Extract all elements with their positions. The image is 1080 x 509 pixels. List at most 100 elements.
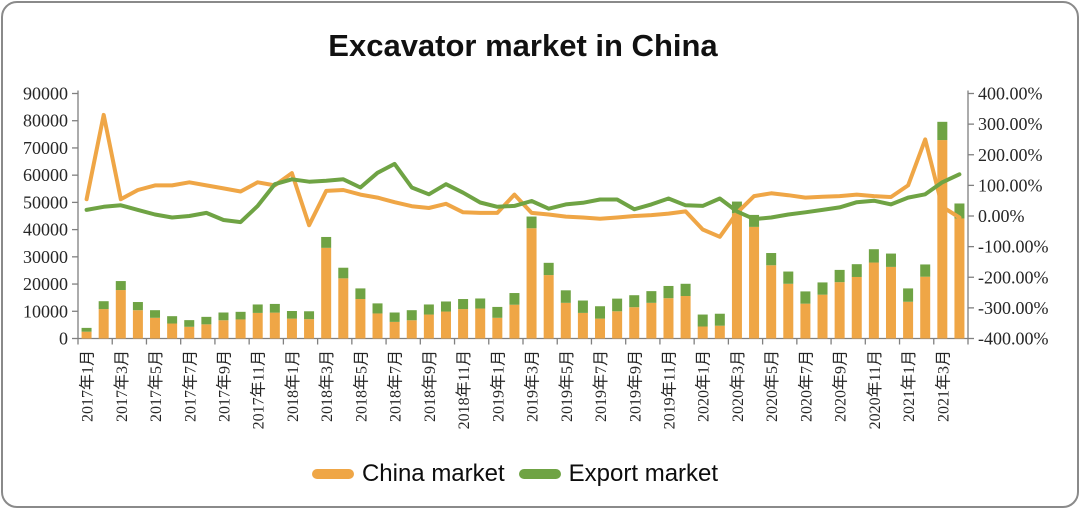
- bar-china-2020年12月: [885, 266, 896, 339]
- bar-china-2017年1月: [81, 331, 92, 339]
- y-right-tick-label: -200.00%: [978, 267, 1049, 287]
- export-market-swatch-icon: [518, 469, 561, 479]
- y-left-tick-label: 60000: [23, 165, 68, 185]
- bar-china-2021年1月: [903, 301, 914, 339]
- x-category-label: 2020年9月: [832, 350, 850, 422]
- bar-china-2018年5月: [355, 299, 366, 339]
- legend-label-export: Export market: [568, 460, 719, 487]
- bar-export-2020年3月: [731, 201, 742, 214]
- bar-china-2020年5月: [766, 265, 777, 339]
- bar-export-2018年3月: [321, 236, 332, 248]
- bar-china-2017年7月: [184, 326, 195, 339]
- bar-china-2020年11月: [868, 262, 879, 339]
- bar-export-2018年10月: [440, 301, 451, 312]
- y-left-tick-label: 10000: [23, 301, 68, 321]
- chart-legend: China market Export market: [0, 460, 1030, 488]
- y-left-tick-label: 80000: [23, 111, 68, 131]
- bar-china-2017年8月: [201, 324, 212, 339]
- bar-china-2021年4月: [954, 218, 965, 339]
- bar-export-2017年12月: [269, 303, 280, 313]
- bar-china-2018年8月: [406, 320, 417, 339]
- x-category-label: 2021年1月: [900, 350, 918, 422]
- bar-export-2020年8月: [817, 282, 828, 295]
- x-category-label: 2019年1月: [489, 350, 507, 422]
- bar-export-2019年1月: [492, 306, 503, 318]
- bar-export-2018年5月: [355, 288, 366, 300]
- bar-export-2021年1月: [903, 288, 914, 302]
- x-category-label: 2020年3月: [729, 350, 747, 422]
- y-right-tick-label: -100.00%: [978, 237, 1049, 257]
- bar-export-2020年11月: [868, 249, 879, 263]
- bar-export-2018年11月: [458, 299, 469, 310]
- export-growth-line: [84, 161, 962, 225]
- bar-export-2018年6月: [372, 303, 383, 314]
- x-category-label: 2018年11月: [455, 350, 473, 429]
- bar-china-2017年2月: [98, 309, 109, 339]
- bar-china-2017年5月: [150, 317, 161, 339]
- bar-china-2019年1月: [492, 317, 503, 339]
- y-right-tick-label: -300.00%: [978, 298, 1049, 318]
- y-left-tick-label: 50000: [23, 192, 68, 212]
- bar-china-2017年9月: [218, 320, 229, 339]
- bar-china-2018年11月: [458, 309, 469, 339]
- bar-export-2019年4月: [543, 262, 554, 276]
- bar-export-2018年9月: [423, 304, 434, 315]
- bar-export-2020年10月: [851, 264, 862, 277]
- x-category-label: 2018年9月: [421, 350, 439, 422]
- bar-export-2019年2月: [509, 293, 520, 305]
- bar-export-2018年2月: [304, 311, 315, 320]
- x-category-label: 2018年5月: [352, 350, 370, 422]
- y-left-tick-label: 40000: [23, 220, 68, 240]
- bar-china-2018年9月: [423, 314, 434, 339]
- x-category-label: 2020年1月: [695, 350, 713, 422]
- y-right-tick-label: -400.00%: [978, 329, 1049, 349]
- x-category-label: 2019年3月: [524, 350, 542, 422]
- y-right-tick-label: 0.00%: [978, 206, 1025, 226]
- bar-china-2018年4月: [338, 278, 349, 339]
- bar-export-2020年9月: [834, 269, 845, 283]
- bar-export-2021年2月: [920, 264, 931, 277]
- bar-china-2018年10月: [440, 311, 451, 339]
- y-left-tick-label: 20000: [23, 274, 68, 294]
- y-left-tick-label: 70000: [23, 138, 68, 158]
- bar-export-2020年2月: [714, 313, 725, 326]
- x-category-label: 2019年11月: [660, 350, 678, 429]
- y-right-tick-label: 300.00%: [978, 114, 1043, 134]
- bar-export-2017年6月: [167, 316, 178, 324]
- bar-china-2020年9月: [834, 282, 845, 339]
- bar-china-2019年12月: [680, 296, 691, 339]
- bar-export-2017年10月: [235, 311, 246, 320]
- x-category-label: 2019年9月: [626, 350, 644, 422]
- x-category-label: 2020年11月: [866, 350, 884, 429]
- x-category-label: 2017年9月: [215, 350, 233, 422]
- bar-export-2018年8月: [406, 310, 417, 321]
- bar-export-2019年3月: [526, 216, 537, 229]
- bar-china-2019年10月: [646, 302, 657, 339]
- y-right-tick-label: 400.00%: [978, 84, 1043, 104]
- x-category-label: 2019年7月: [592, 350, 610, 422]
- bar-china-2018年1月: [286, 318, 297, 339]
- x-category-label: 2018年1月: [284, 350, 302, 422]
- bar-china-2020年6月: [783, 283, 794, 339]
- bar-china-2019年4月: [543, 275, 554, 339]
- y-left-tick-label: 0: [59, 329, 68, 349]
- bar-export-2020年1月: [697, 314, 708, 327]
- bar-export-2017年5月: [150, 310, 161, 318]
- bar-export-2017年2月: [98, 301, 109, 310]
- x-category-label: 2020年7月: [797, 350, 815, 422]
- bar-china-2018年3月: [321, 247, 332, 339]
- bar-export-2020年12月: [885, 253, 896, 267]
- bar-export-2019年6月: [577, 300, 588, 313]
- bar-export-2017年1月: [81, 327, 92, 332]
- bar-china-2021年3月: [937, 140, 948, 339]
- bar-china-2020年1月: [697, 326, 708, 339]
- bar-export-2018年4月: [338, 267, 349, 279]
- bar-china-2017年4月: [132, 310, 143, 339]
- bar-export-2017年3月: [115, 281, 126, 291]
- bar-export-2017年9月: [218, 312, 229, 321]
- bar-china-2019年7月: [595, 318, 606, 339]
- x-category-label: 2017年3月: [113, 350, 131, 422]
- china-market-swatch-icon: [311, 469, 354, 479]
- bar-china-2018年12月: [475, 308, 486, 339]
